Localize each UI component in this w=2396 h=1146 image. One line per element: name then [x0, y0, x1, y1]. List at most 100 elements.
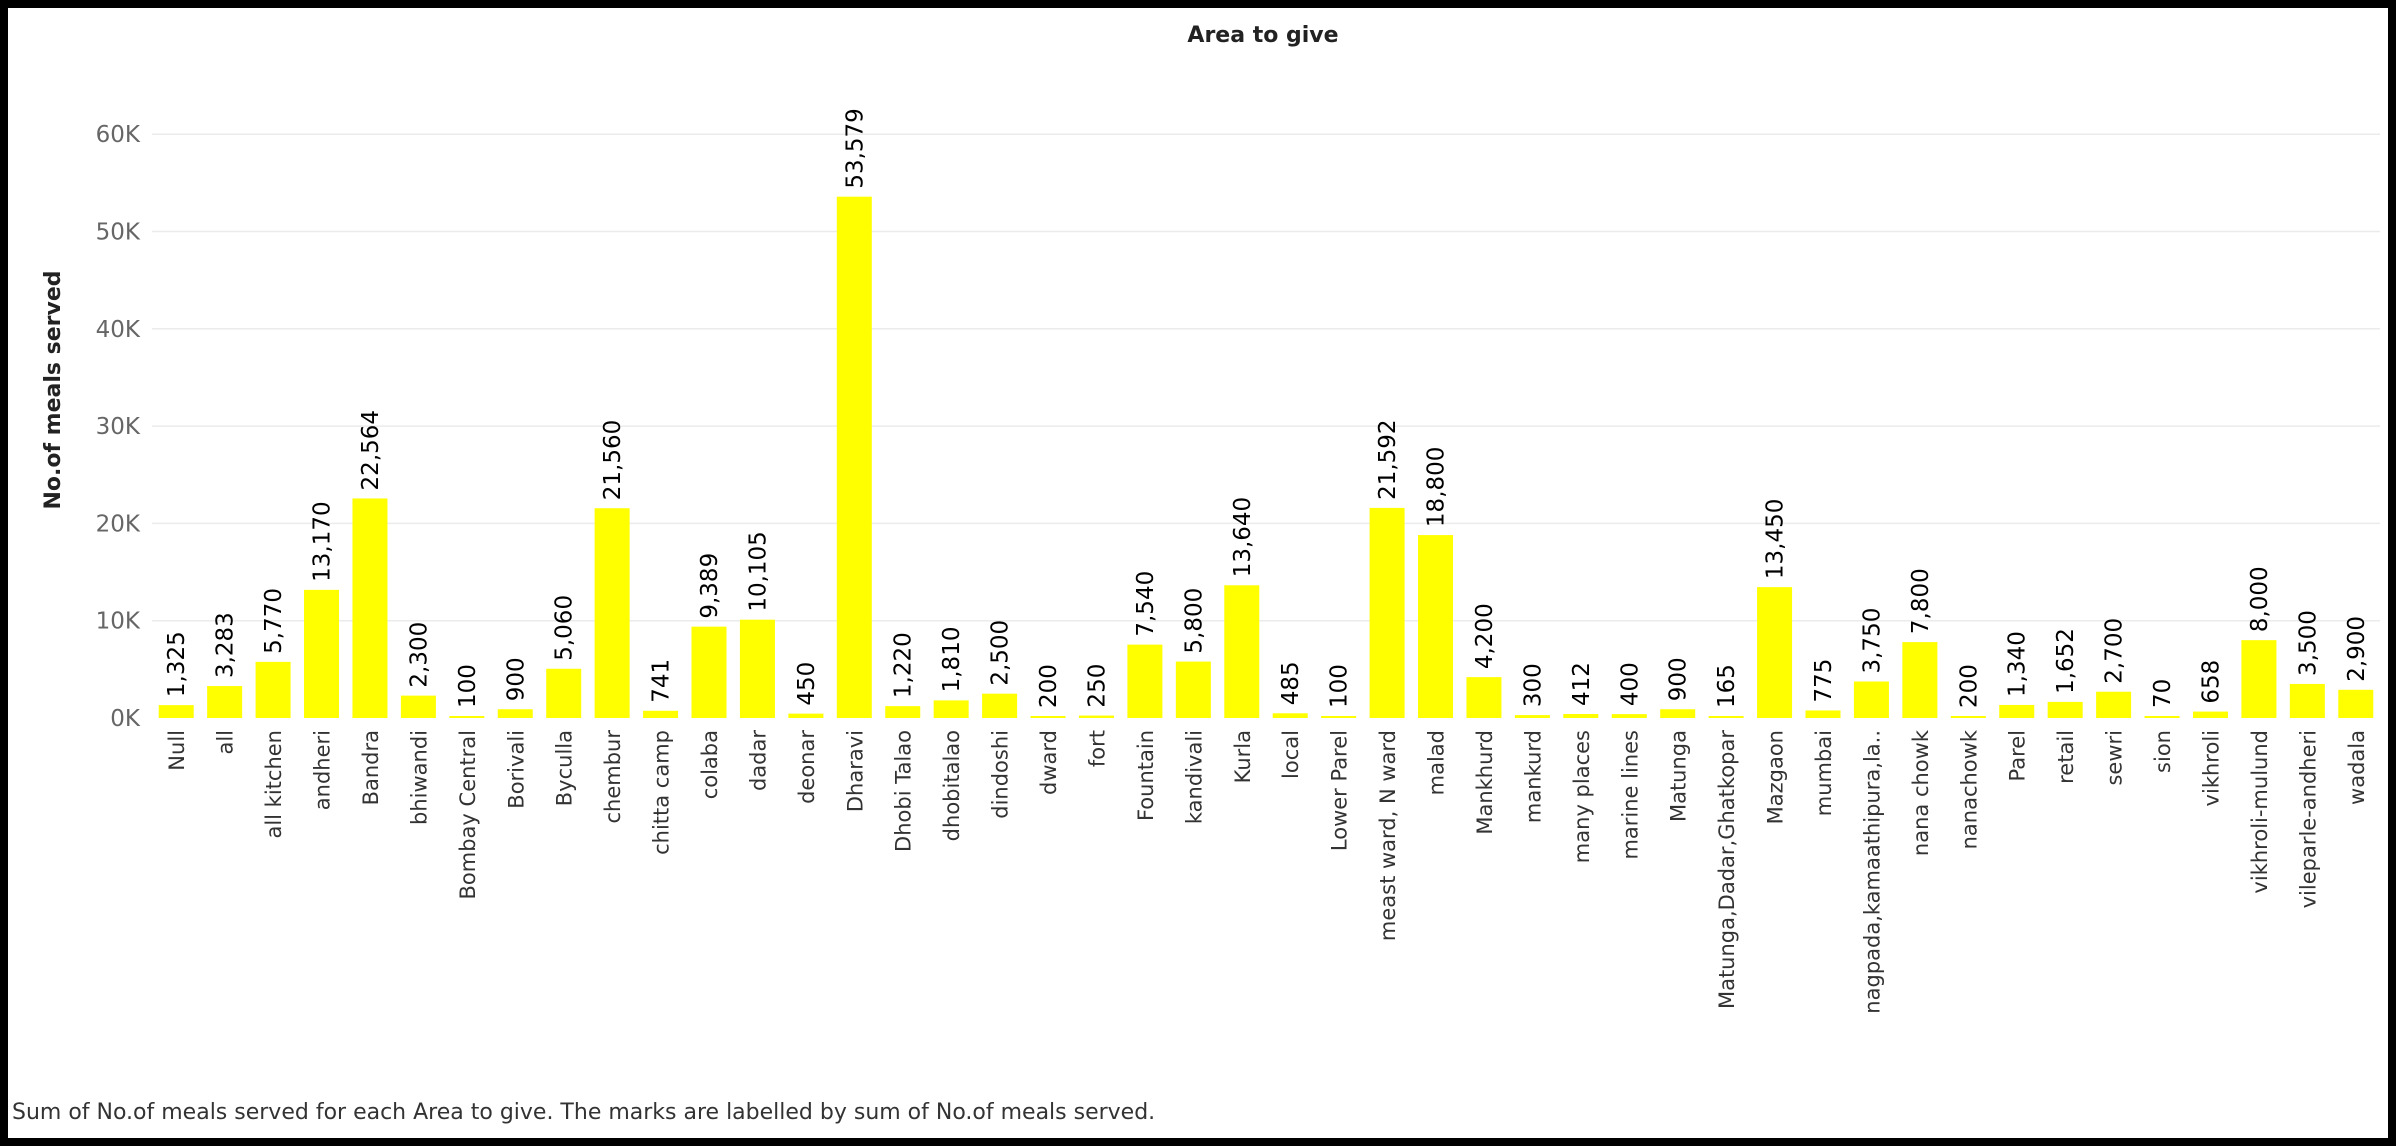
- data-label: 1,810: [939, 627, 965, 693]
- bar: [1030, 716, 1066, 718]
- bar: [2338, 689, 2374, 718]
- category-label: vileparle-andheri: [2296, 730, 2320, 908]
- bar: [1757, 587, 1793, 718]
- bar: [982, 693, 1018, 718]
- bar: [1902, 642, 1938, 718]
- category-label: Matunga,Dadar,Ghatkopar: [1715, 730, 1739, 1009]
- category-label: dhobitalao: [940, 730, 964, 841]
- data-label: 10,105: [745, 531, 771, 611]
- bar: [2144, 716, 2180, 718]
- bar: [352, 498, 388, 718]
- bar: [691, 626, 727, 718]
- category-label: bhiwandi: [407, 730, 431, 825]
- bar: [1078, 715, 1114, 718]
- data-label: 100: [1327, 664, 1353, 708]
- category-label: Dharavi: [843, 730, 867, 812]
- category-label: sewri: [2103, 730, 2127, 786]
- category-label: mumbai: [1812, 730, 1836, 816]
- bar: [1805, 710, 1841, 718]
- data-label: 2,700: [2102, 618, 2128, 684]
- y-tick-label: 40K: [96, 317, 141, 343]
- data-label: 1,325: [164, 631, 190, 697]
- data-label: 412: [1569, 662, 1595, 706]
- bar: [1660, 709, 1696, 718]
- bar: [1563, 713, 1599, 718]
- bar: [1321, 716, 1357, 718]
- bar: [255, 661, 291, 718]
- category-label: dadar: [746, 730, 770, 791]
- category-label: marine lines: [1618, 730, 1642, 860]
- bars: [158, 196, 2374, 718]
- category-label: Dhobi Talao: [892, 730, 916, 852]
- bar: [1127, 644, 1163, 718]
- data-label: 18,800: [1424, 447, 1450, 527]
- category-label: Borivali: [504, 730, 528, 809]
- data-label: 21,560: [600, 420, 626, 500]
- data-label: 658: [2198, 660, 2224, 704]
- category-label: local: [1279, 730, 1303, 779]
- bar: [643, 710, 679, 718]
- data-label: 53,579: [842, 108, 868, 188]
- category-label: Null: [165, 730, 189, 771]
- bar: [739, 619, 775, 718]
- bar: [158, 705, 194, 718]
- data-label: 400: [1617, 662, 1643, 706]
- bar: [788, 713, 824, 718]
- category-label: nana chowk: [1909, 729, 1933, 856]
- data-label: 7,540: [1133, 571, 1159, 637]
- category-label: Mankhurd: [1473, 730, 1497, 835]
- y-tick-label: 60K: [96, 122, 141, 148]
- category-label: meast ward, N ward: [1376, 730, 1400, 941]
- category-label: chembur: [601, 730, 625, 824]
- category-label: dindoshi: [989, 730, 1013, 819]
- data-label: 13,450: [1763, 499, 1789, 579]
- y-axis-label: No.of meals served: [41, 270, 66, 509]
- category-label: Mazgaon: [1764, 730, 1788, 824]
- chart-title: Area to give: [1187, 23, 1338, 48]
- data-label: 450: [794, 662, 820, 706]
- data-label: 741: [649, 659, 675, 703]
- bar: [1950, 716, 1986, 718]
- data-label: 100: [455, 664, 481, 708]
- category-label: mankurd: [1521, 730, 1545, 823]
- category-label: Bandra: [359, 730, 383, 805]
- data-label: 250: [1084, 664, 1110, 708]
- bar: [1611, 714, 1647, 718]
- data-label: 200: [1036, 664, 1062, 708]
- category-label: deonar: [795, 730, 819, 804]
- data-label: 8,000: [2247, 566, 2273, 632]
- category-label: colaba: [698, 730, 722, 799]
- data-label: 13,640: [1230, 497, 1256, 577]
- bar: [1708, 716, 1744, 718]
- data-label: 5,060: [552, 595, 578, 661]
- bar: [1466, 677, 1502, 718]
- data-labels: 1,325 3,283 5,770 13,170 22,564 2,300 100 900 5,…: [164, 108, 2370, 708]
- gridlines: [152, 133, 2380, 622]
- data-label: 4,200: [1472, 603, 1498, 669]
- chart-caption: Sum of No.of meals served for each Area …: [12, 1100, 1156, 1125]
- bar: [1418, 535, 1454, 718]
- bar: [594, 508, 630, 718]
- bar: [497, 709, 533, 718]
- bar: [2096, 691, 2132, 718]
- bar: [1369, 507, 1405, 718]
- bar: [836, 196, 872, 718]
- data-label: 3,283: [213, 612, 239, 678]
- bar: [2289, 683, 2325, 718]
- bar: [1853, 681, 1889, 718]
- data-label: 70: [2150, 679, 2176, 708]
- category-label: Fountain: [1134, 730, 1158, 821]
- bar: [304, 589, 340, 718]
- data-label: 2,300: [406, 622, 432, 688]
- category-label: andheri: [311, 730, 335, 810]
- data-label: 22,564: [358, 410, 384, 490]
- bar: [546, 668, 582, 718]
- category-label: nanachowk: [1957, 729, 1981, 849]
- category-label: Matunga: [1667, 730, 1691, 822]
- data-label: 7,800: [1908, 568, 1934, 634]
- bar: [1272, 713, 1308, 718]
- bar: [1175, 661, 1211, 718]
- data-label: 1,220: [891, 632, 917, 698]
- category-label: all kitchen: [262, 730, 286, 839]
